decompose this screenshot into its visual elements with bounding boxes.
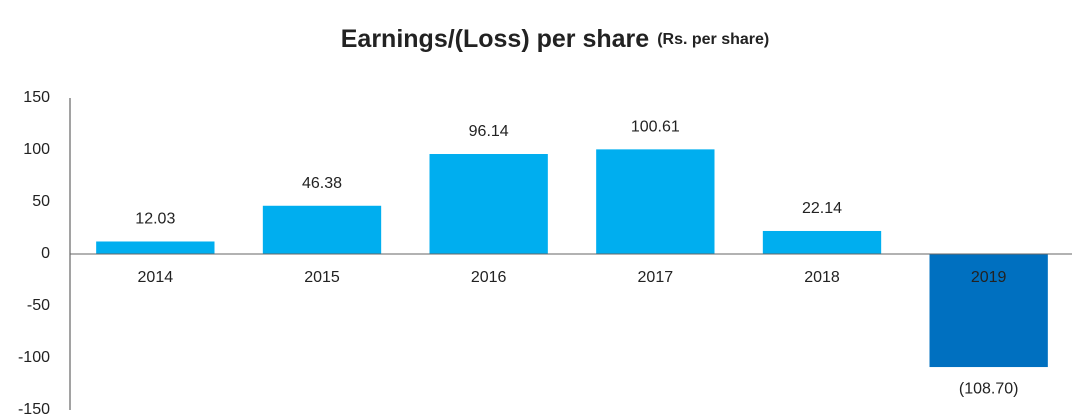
data-label: (108.70) — [959, 380, 1019, 397]
bar — [929, 254, 1048, 368]
data-label: 22.14 — [802, 200, 842, 217]
data-label: 100.61 — [631, 119, 680, 136]
x-tick-label: 2015 — [304, 269, 340, 286]
x-tick-label: 2019 — [971, 269, 1007, 286]
y-tick-label: 50 — [32, 193, 50, 210]
x-tick-label: 2017 — [638, 269, 674, 286]
data-label: 12.03 — [135, 211, 175, 228]
data-label: 96.14 — [469, 123, 509, 140]
bar — [762, 230, 882, 254]
y-tick-label: 150 — [23, 89, 50, 106]
x-tick-label: 2014 — [138, 269, 174, 286]
chart-subtitle: (Rs. per share) — [657, 31, 769, 48]
x-tick-label: 2018 — [804, 269, 840, 286]
chart-title: Earnings/(Loss) per share — [341, 25, 650, 53]
bar — [96, 241, 215, 254]
data-label: 46.38 — [302, 175, 342, 192]
bar — [262, 205, 382, 254]
y-tick-label: -150 — [18, 401, 50, 417]
y-tick-label: -100 — [18, 349, 50, 366]
x-tick-label: 2016 — [471, 269, 507, 286]
y-tick-label: 0 — [41, 245, 50, 262]
bar — [429, 154, 548, 254]
chart-title-group: Earnings/(Loss) per share (Rs. per share) — [341, 25, 769, 53]
bar — [596, 149, 715, 254]
y-tick-label: -50 — [27, 297, 50, 314]
y-tick-label: 100 — [23, 141, 50, 158]
